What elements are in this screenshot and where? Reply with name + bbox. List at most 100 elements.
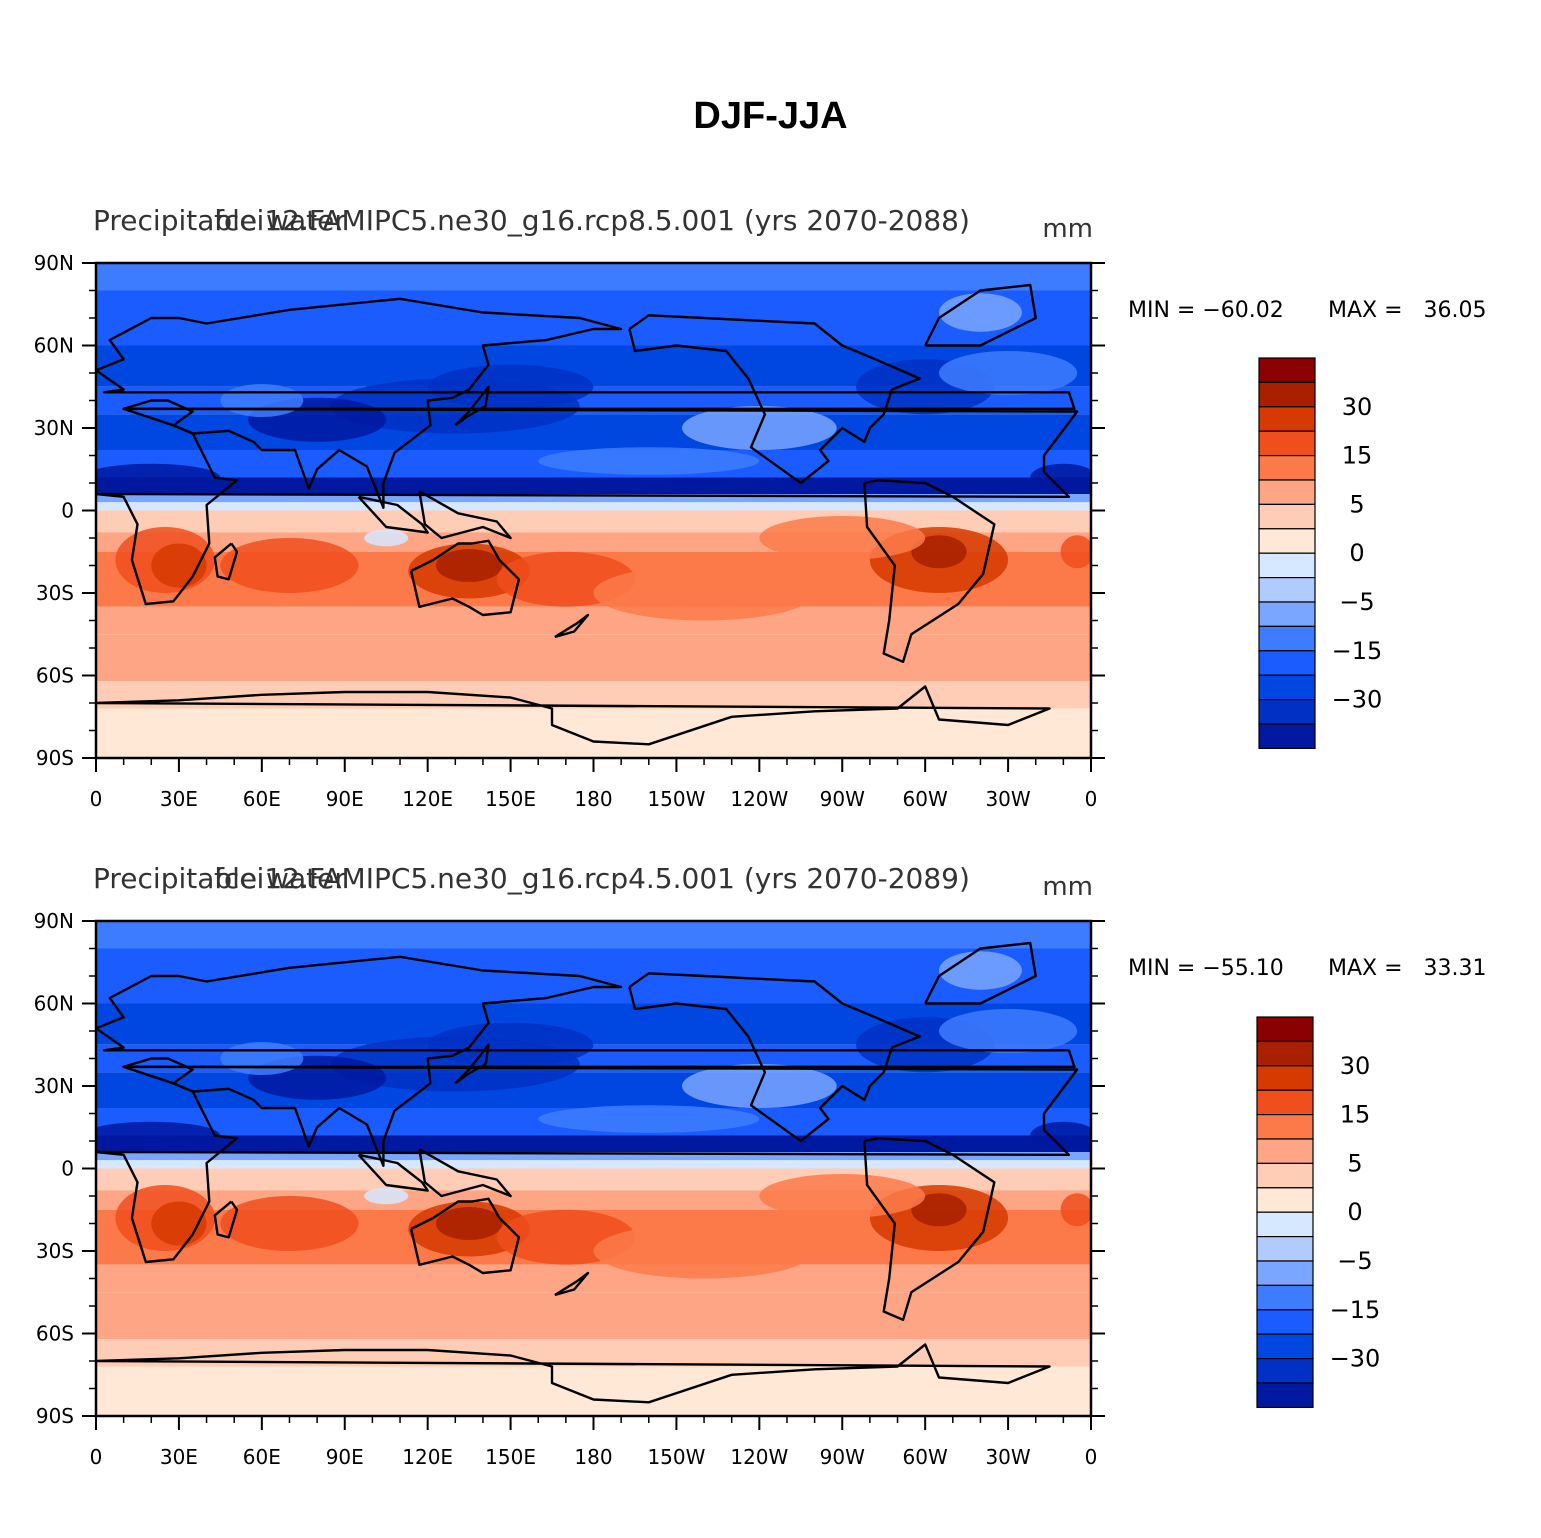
colorbar-box xyxy=(1256,1309,1314,1335)
colorbar-box xyxy=(1258,625,1316,652)
lat-label: 0 xyxy=(61,1157,74,1181)
coastline xyxy=(418,1148,512,1198)
colorbar-label: −5 xyxy=(1339,588,1374,616)
contour-blob xyxy=(220,538,359,593)
colorbar-label: −30 xyxy=(1332,686,1383,714)
lon-label: 150W xyxy=(647,1445,705,1469)
contour-band xyxy=(96,263,1091,291)
map-panel-rcp45: 90N 60N 30N 0 30S 60S 90S 0 30E 60E 90E 120E 150E 180… xyxy=(34,862,1487,1469)
colorbar-box xyxy=(1258,357,1316,383)
contour-band xyxy=(96,948,1091,1004)
colorbar-box xyxy=(1256,1236,1314,1262)
contour-band xyxy=(96,1264,1091,1293)
colorbar-label: 15 xyxy=(1340,1101,1371,1129)
contour-band xyxy=(96,290,1091,346)
lon-label: 0 xyxy=(90,1445,103,1469)
coastline xyxy=(418,490,512,540)
contour-blob xyxy=(220,1042,304,1075)
lon-label: 120E xyxy=(402,1445,453,1469)
coastline xyxy=(96,685,1051,746)
lon-label: 60E xyxy=(243,1445,281,1469)
contour-blob xyxy=(1030,463,1091,492)
center-header: fcei12.FAMIPC5.ne30_g16.rcp8.5.001 (yrs … xyxy=(214,204,970,237)
coastline xyxy=(454,1043,490,1085)
min-label: MIN = −55.10 xyxy=(1128,956,1284,981)
coastline xyxy=(96,1343,1051,1404)
contour-blob xyxy=(759,516,926,560)
contour-blob xyxy=(427,1022,594,1067)
colorbar-box xyxy=(1256,1358,1314,1384)
colorbar-label: 15 xyxy=(1342,442,1373,470)
lat-label: 30N xyxy=(34,416,74,440)
coastline xyxy=(96,955,1076,1167)
lon-label: 30E xyxy=(160,787,198,811)
colorbar-box xyxy=(1256,1114,1314,1140)
lon-label: 90W xyxy=(820,1445,865,1469)
contour-blob xyxy=(220,1196,359,1251)
min-label: MIN = −60.02 xyxy=(1128,298,1284,323)
colorbar: 30 15 5 0 −5 −15 −30 xyxy=(1256,1016,1381,1408)
colorbar-box xyxy=(1256,1040,1314,1067)
contour-band xyxy=(96,1135,1091,1152)
lon-label: 90E xyxy=(326,787,364,811)
lon-label: 180 xyxy=(574,1445,612,1469)
coastline xyxy=(554,1271,590,1297)
lon-label: 30E xyxy=(160,1445,198,1469)
colorbar-box xyxy=(1258,503,1316,530)
contour-blob xyxy=(1030,1121,1091,1150)
lat-label: 90S xyxy=(36,1404,74,1428)
colorbar-label: −30 xyxy=(1330,1345,1381,1373)
colorbar: 30 15 5 0 −5 −15 −30 xyxy=(1258,357,1383,749)
colorbar-box xyxy=(1258,723,1316,749)
colorbar-box xyxy=(1258,650,1316,676)
coastline xyxy=(213,1200,239,1239)
contour-blob xyxy=(938,1009,1078,1053)
colorbar-box xyxy=(1258,528,1316,554)
lon-label: 0 xyxy=(1085,787,1098,811)
contour-band xyxy=(96,1292,1091,1339)
lat-label: 30S xyxy=(36,1239,74,1263)
contour-band xyxy=(96,708,1091,758)
lat-label: 90N xyxy=(34,909,74,933)
contour-band xyxy=(96,494,1091,503)
lon-label: 0 xyxy=(90,787,103,811)
lon-label: 60W xyxy=(903,1445,948,1469)
coastline xyxy=(96,407,1079,606)
max-label: MAX = 33.31 xyxy=(1328,956,1487,981)
lat-label: 30N xyxy=(34,1074,74,1098)
contour-band xyxy=(96,921,1091,949)
colorbar-box xyxy=(1256,1187,1314,1213)
lon-label: 150E xyxy=(485,787,536,811)
colorbar-box xyxy=(1258,577,1316,603)
units-label: mm xyxy=(1042,214,1093,244)
lon-label: 120E xyxy=(402,787,453,811)
contour-blob xyxy=(96,463,221,492)
lat-label: 60N xyxy=(34,334,74,358)
contour-blob xyxy=(435,1207,503,1240)
colorbar-box xyxy=(1256,1016,1314,1042)
contour-field xyxy=(96,263,1091,758)
contour-band xyxy=(96,414,1091,450)
colorbar-box xyxy=(1258,455,1316,481)
figure-title: DJF-JJA xyxy=(693,95,848,137)
max-label: MAX = 36.05 xyxy=(1328,298,1487,323)
contour-blob xyxy=(427,364,594,409)
colorbar-label: 0 xyxy=(1347,1198,1362,1226)
contour-blob xyxy=(938,351,1078,395)
coastline xyxy=(213,542,239,581)
contour-blob xyxy=(364,529,409,547)
coastline xyxy=(96,1065,1079,1264)
contour-band xyxy=(96,606,1091,635)
contour-blob xyxy=(593,1223,815,1279)
contour-band xyxy=(96,1152,1091,1161)
coastline xyxy=(863,1137,996,1321)
contour-blob xyxy=(593,565,815,621)
coastline xyxy=(357,495,429,534)
colorbar-box xyxy=(1258,699,1316,725)
colorbar-label: 0 xyxy=(1349,539,1364,567)
lon-label: 0 xyxy=(1085,1445,1098,1469)
lon-label: 150E xyxy=(485,1445,536,1469)
lon-label: 180 xyxy=(574,787,612,811)
coastline xyxy=(628,972,921,1143)
contour-blob xyxy=(938,293,1022,332)
